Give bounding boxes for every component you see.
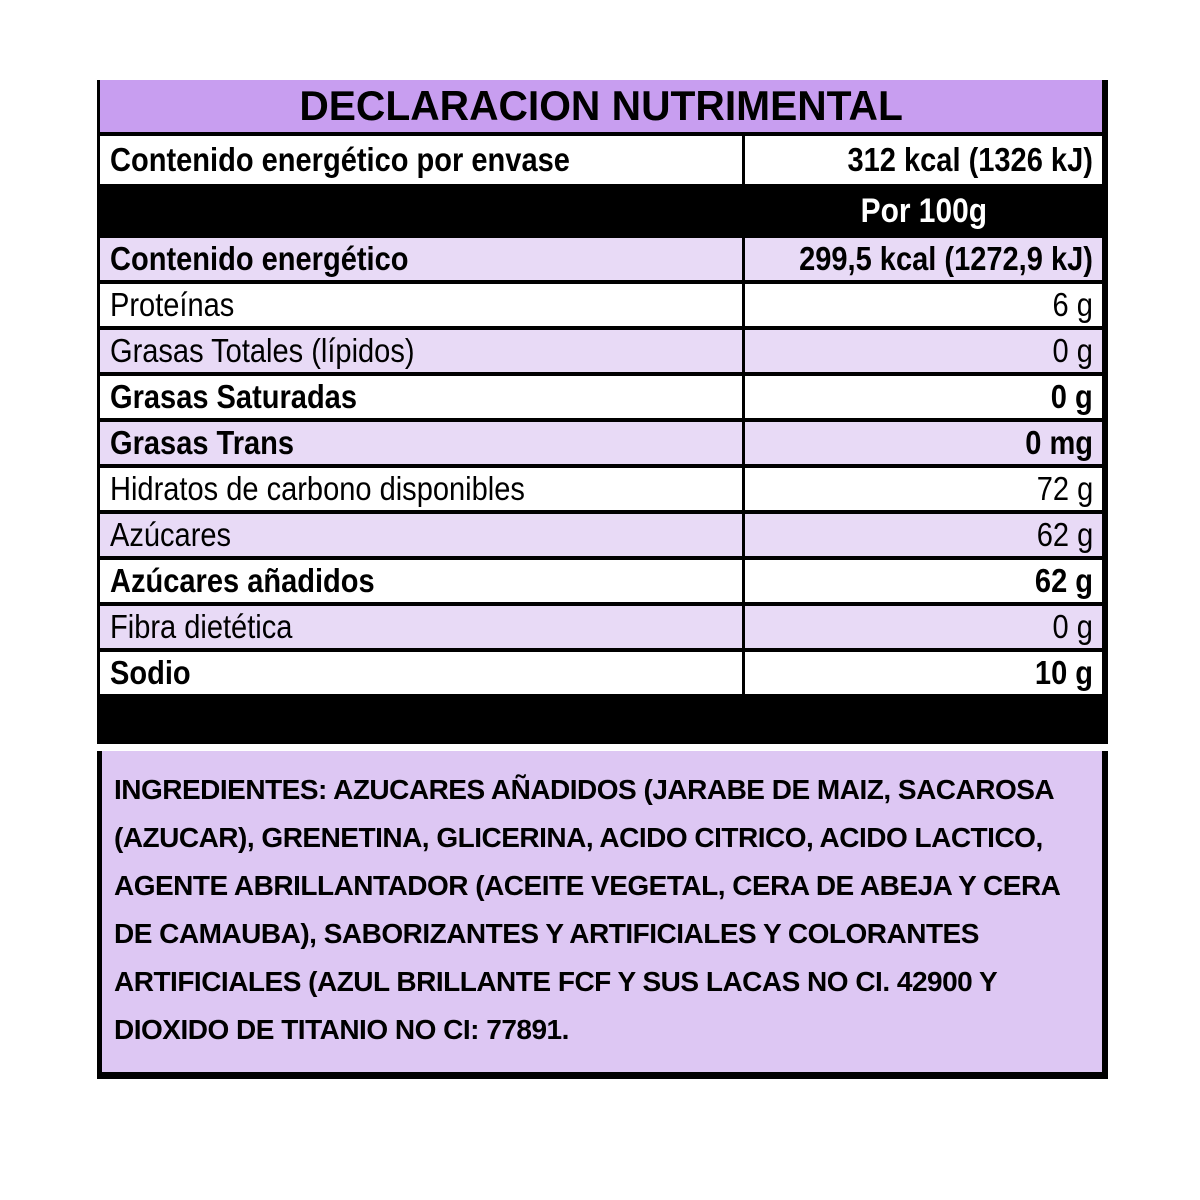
row-grasas-trans: Grasas Trans 0 mg [100,422,1102,468]
page-title: DECLARACION NUTRIMENTAL [100,80,1102,136]
row-label: Azúcares añadidos [110,562,375,599]
row-label: Sodio [110,654,191,691]
column-header-por-100g: Por 100g [860,191,987,230]
row-value: 0 mg [1025,424,1093,461]
nutrition-label: DECLARACION NUTRIMENTAL Contenido energé… [97,80,1108,1079]
row-label: Hidratos de carbono disponibles [110,470,525,507]
row-value: 0 g [1052,332,1093,369]
row-label: Contenido energético por envase [110,141,570,178]
row-label: Proteínas [110,286,235,323]
row-value: 312 kcal (1326 kJ) [847,141,1093,178]
row-value: 0 g [1052,608,1093,645]
row-proteinas: Proteínas 6 g [100,284,1102,330]
row-label: Grasas Trans [110,424,295,461]
row-label: Grasas Saturadas [110,378,357,415]
row-contenido-energetico: Contenido energético 299,5 kcal (1272,9 … [100,238,1102,284]
section-gap [97,744,1108,751]
row-value: 0 g [1051,378,1093,415]
row-label: Azúcares [110,516,232,553]
row-label: Fibra dietética [110,608,293,645]
ingredients-section: INGREDIENTES: AZUCARES AÑADIDOS (JARABE … [97,751,1108,1079]
nutrition-table: DECLARACION NUTRIMENTAL Contenido energé… [97,80,1108,744]
row-azucares-anadidos: Azúcares añadidos 62 g [100,560,1102,606]
row-azucares: Azúcares 62 g [100,514,1102,560]
row-por-100g-header: Por 100g [100,188,1102,238]
row-value: 6 g [1052,286,1093,323]
row-grasas-saturadas: Grasas Saturadas 0 g [100,376,1102,422]
ingredients-text: INGREDIENTES: AZUCARES AÑADIDOS (JARABE … [114,774,1060,1045]
row-value: 62 g [1036,516,1093,553]
row-value: 299,5 kcal (1272,9 kJ) [799,240,1093,277]
row-label: Contenido energético [110,240,409,277]
row-grasas-totales: Grasas Totales (lípidos) 0 g [100,330,1102,376]
row-value: 62 g [1034,562,1093,599]
table-bottom-bar [100,698,1102,744]
row-value: 72 g [1036,470,1093,507]
row-sodio: Sodio 10 g [100,652,1102,698]
row-label: Grasas Totales (lípidos) [110,332,415,369]
row-fibra-dietetica: Fibra dietética 0 g [100,606,1102,652]
row-contenido-energetico-envase: Contenido energético por envase 312 kcal… [100,136,1102,188]
row-hidratos-carbono: Hidratos de carbono disponibles 72 g [100,468,1102,514]
title-text: DECLARACION NUTRIMENTAL [299,82,903,129]
row-value: 10 g [1034,654,1093,691]
